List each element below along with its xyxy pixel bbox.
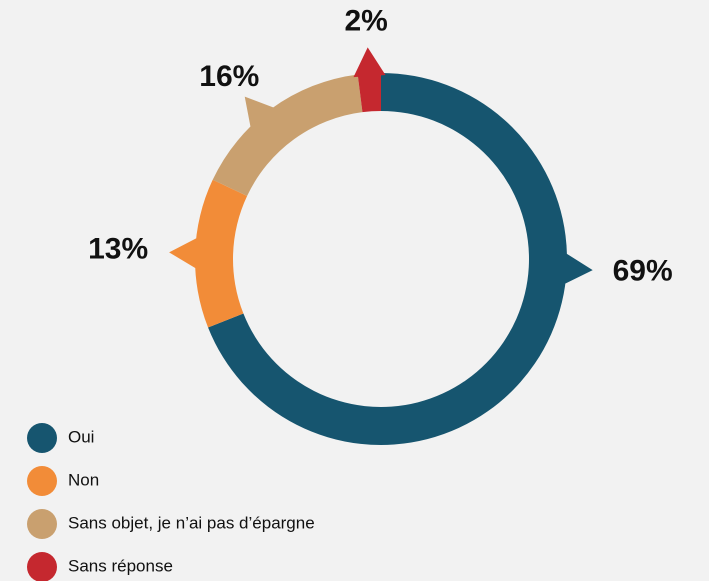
slice-arc [169, 179, 248, 328]
slice [169, 179, 248, 328]
legend-label: Sans objet, je n’ai pas d’épargne [68, 513, 315, 532]
legend-swatch [27, 509, 57, 539]
legend-label: Sans réponse [68, 556, 173, 575]
slice-arc [353, 47, 386, 113]
slice-arc [212, 74, 363, 196]
legend-label: Oui [68, 427, 94, 446]
legend-swatch [27, 552, 57, 581]
slice [212, 74, 363, 196]
legend-swatch [27, 466, 57, 496]
data-label: 2% [344, 4, 387, 37]
data-label: 13% [88, 233, 148, 266]
data-label: 69% [613, 255, 673, 288]
slice [353, 47, 386, 113]
legend-label: Non [68, 470, 99, 489]
legend-swatch [27, 423, 57, 453]
data-label: 16% [199, 60, 259, 93]
slice-arc [208, 73, 593, 445]
slice [208, 73, 593, 445]
